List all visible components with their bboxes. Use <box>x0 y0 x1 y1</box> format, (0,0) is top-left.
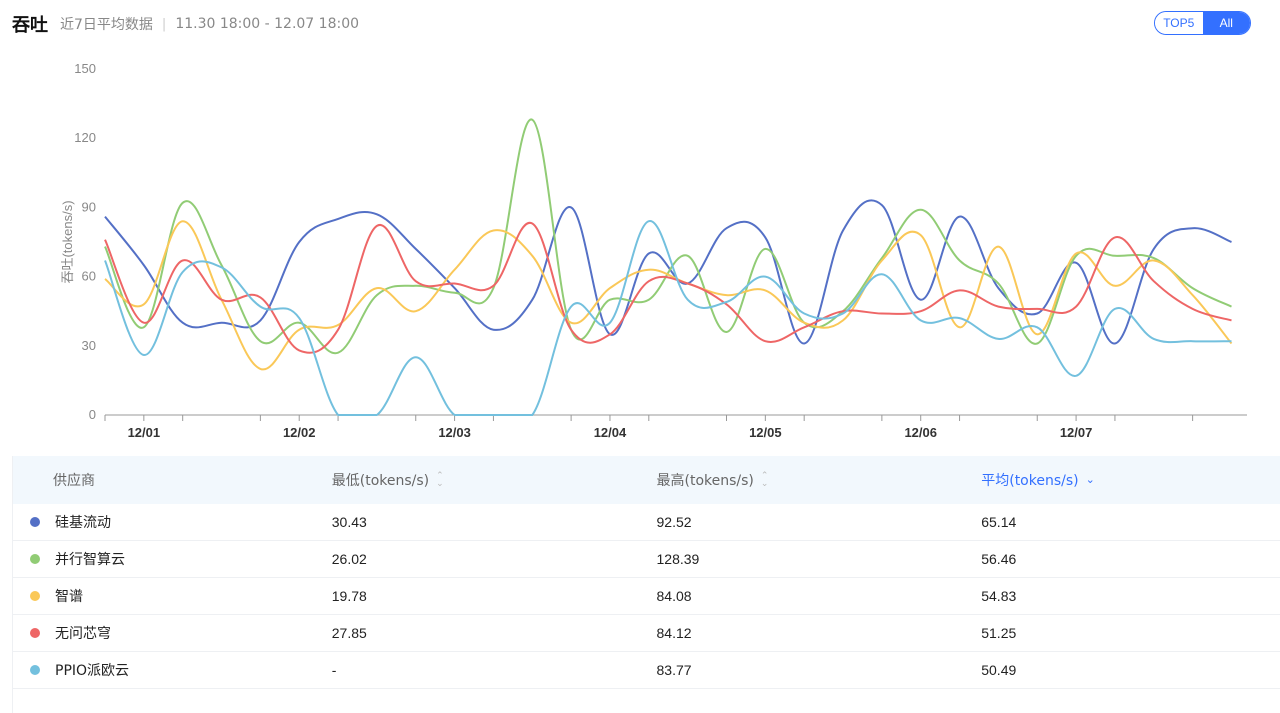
chart-header: 吞吐 近7日平均数据 | 11.30 18:00 - 12.07 18:00 <box>12 10 359 38</box>
series-color-dot <box>30 517 40 527</box>
table-row: PPIO派欧云 - 83.77 50.49 <box>13 652 1280 689</box>
provider-name: 并行智算云 <box>55 552 125 568</box>
min-value: 26.02 <box>331 551 367 567</box>
max-value: 83.77 <box>656 662 692 678</box>
y-tick-label: 60 <box>82 269 96 284</box>
y-axis-label: 吞吐(tokens/s) <box>60 200 75 283</box>
toggle-option-all[interactable]: All <box>1202 12 1250 34</box>
table-row: 硅基流动 30.43 92.52 65.14 <box>13 504 1280 541</box>
top5-all-toggle[interactable]: TOP5 All <box>1154 11 1251 35</box>
provider-name: 智谱 <box>55 589 83 605</box>
avg-value: 56.46 <box>981 551 1017 567</box>
x-tick-label: 12/03 <box>438 425 471 440</box>
header-avg-label: 平均(tokens/s) <box>981 473 1079 489</box>
y-tick-label: 120 <box>74 130 96 145</box>
x-tick-label: 12/04 <box>594 425 627 440</box>
x-tick-label: 12/01 <box>128 425 161 440</box>
header-avg-sortable[interactable]: 平均(tokens/s) ⌄ <box>981 470 1280 490</box>
avg-value: 65.14 <box>981 514 1017 530</box>
table-header-row: 供应商 最低(tokens/s) ⌃ ⌄ 最高(tokens/s) ⌃ ⌄ 平均(t… <box>13 456 1280 504</box>
header-max-label: 最高(tokens/s) <box>656 473 754 489</box>
x-tick-label: 12/06 <box>904 425 937 440</box>
min-value: 30.43 <box>331 514 367 530</box>
series-color-dot <box>30 591 40 601</box>
y-tick-label: 0 <box>89 407 96 422</box>
series-line-4 <box>104 222 1232 354</box>
avg-value: 51.25 <box>981 625 1017 641</box>
header-provider: 供应商 <box>53 473 95 489</box>
x-tick-label: 12/02 <box>283 425 316 440</box>
table-body: 硅基流动 30.43 92.52 65.14 并行智算云 26.02 128.3… <box>13 504 1280 689</box>
sort-desc-icon[interactable]: ⌄ <box>1085 473 1095 486</box>
period-subtitle: 近7日平均数据 <box>60 17 153 33</box>
series-color-dot <box>30 628 40 638</box>
min-value: 27.85 <box>331 625 367 641</box>
x-tick-label: 12/07 <box>1060 425 1093 440</box>
table-row: 无问芯穹 27.85 84.12 51.25 <box>13 615 1280 652</box>
avg-value: 50.49 <box>981 662 1017 678</box>
max-value: 84.12 <box>656 625 692 641</box>
header-separator: | <box>161 16 167 32</box>
provider-name: PPIO派欧云 <box>55 663 130 679</box>
y-tick-label: 90 <box>82 199 96 214</box>
series-line-5 <box>104 220 1232 416</box>
sort-icon[interactable]: ⌃ ⌄ <box>760 471 769 489</box>
y-tick-label: 30 <box>82 338 96 353</box>
table-row: 智谱 19.78 84.08 54.83 <box>13 578 1280 615</box>
max-value: 84.08 <box>656 588 692 604</box>
avg-value: 54.83 <box>981 588 1017 604</box>
page-title: 吞吐 <box>12 15 48 36</box>
max-value: 92.52 <box>656 514 692 530</box>
toggle-option-top5[interactable]: TOP5 <box>1155 12 1203 34</box>
provider-stats-table: 供应商 最低(tokens/s) ⌃ ⌄ 最高(tokens/s) ⌃ ⌄ 平均(t… <box>12 456 1280 713</box>
table-row: 并行智算云 26.02 128.39 56.46 <box>13 541 1280 578</box>
date-range: 11.30 18:00 - 12.07 18:00 <box>175 16 360 32</box>
sort-icon[interactable]: ⌃ ⌄ <box>436 471 444 489</box>
y-tick-label: 150 <box>74 61 96 76</box>
max-value: 128.39 <box>656 551 700 567</box>
header-max-sortable[interactable]: 最高(tokens/s) ⌃ ⌄ <box>657 470 982 490</box>
min-value: 19.78 <box>331 588 367 604</box>
series-color-dot <box>30 554 40 564</box>
x-tick-label: 12/05 <box>749 425 782 440</box>
series-line-2 <box>104 118 1232 354</box>
header-min-sortable[interactable]: 最低(tokens/s) ⌃ ⌄ <box>332 470 657 490</box>
min-value: - <box>331 662 337 678</box>
provider-name: 无问芯穹 <box>55 626 111 642</box>
series-line-3 <box>104 220 1233 371</box>
header-min-label: 最低(tokens/s) <box>331 473 430 489</box>
throughput-line-chart: 吞吐(tokens/s) 0 30 60 90 120 150 12/01 12/02 12/03… <box>60 61 1247 440</box>
series-color-dot <box>30 665 40 675</box>
provider-name: 硅基流动 <box>55 515 111 531</box>
